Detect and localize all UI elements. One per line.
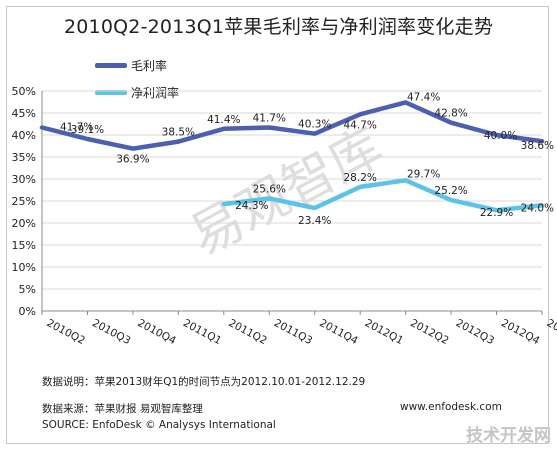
data-label: 36.9% xyxy=(116,154,149,166)
y-tick-label: 40% xyxy=(12,129,36,142)
data-source-cn: 数据来源：苹果财报 易观智库整理 xyxy=(42,403,203,415)
data-label: 40.3% xyxy=(298,119,331,131)
data-label: 22.9% xyxy=(480,207,513,219)
data-label: 41.7% xyxy=(60,122,93,134)
x-tick-label: 2011Q3 xyxy=(272,317,314,347)
website-link[interactable]: www.enfodesk.com xyxy=(400,401,502,413)
legend-label-gross-margin: 毛利率 xyxy=(131,59,168,73)
legend-swatch-gross-margin xyxy=(95,63,127,68)
chart-title: 2010Q2-2013Q1苹果毛利率与净利润率变化走势 xyxy=(63,16,494,38)
legend-swatch-net-margin xyxy=(95,90,127,95)
y-tick-label: 5% xyxy=(19,283,36,296)
data-label: 39.1% xyxy=(71,124,104,136)
legend-label-net-margin: 净利润率 xyxy=(131,86,180,100)
data-label: 47.4% xyxy=(407,91,440,103)
data-label: 25.2% xyxy=(434,185,467,197)
data-label: 41.4% xyxy=(207,114,240,126)
data-label: 28.2% xyxy=(344,172,377,184)
y-tick-label: 35% xyxy=(12,151,36,164)
x-tick-label: 2011Q1 xyxy=(181,317,223,347)
data-label: 38.5% xyxy=(162,127,195,139)
data-label: 38.6% xyxy=(521,140,554,152)
y-tick-label: 25% xyxy=(12,195,36,208)
y-tick-label: 20% xyxy=(12,217,36,230)
y-tick-label: 10% xyxy=(12,261,36,274)
x-tick-label: 2010Q2 xyxy=(45,317,87,347)
y-tick-label: 15% xyxy=(12,239,36,252)
data-label: 24.3% xyxy=(235,200,268,212)
data-label: 41.7% xyxy=(253,113,286,125)
x-tick-label: 2010Q4 xyxy=(136,317,179,347)
y-tick-label: 30% xyxy=(12,173,36,186)
data-explanation-note: 数据说明：苹果2013财年Q1的时间节点为2012.10.01-2012.12.… xyxy=(42,376,366,388)
data-label: 25.6% xyxy=(253,183,286,195)
x-tick-label: 2013Q1 xyxy=(545,317,557,347)
y-tick-label: 50% xyxy=(12,85,36,98)
y-tick-label: 45% xyxy=(12,107,36,120)
x-tick-label: 2012Q3 xyxy=(454,317,496,347)
x-tick-label: 2012Q4 xyxy=(499,317,542,347)
data-label: 44.7% xyxy=(344,119,377,131)
x-tick-label: 2011Q2 xyxy=(226,317,268,347)
series-line-gross-margin xyxy=(39,100,545,151)
series-line-net-margin xyxy=(221,178,545,213)
x-tick-label: 2012Q2 xyxy=(408,317,450,347)
x-tick-label: 2012Q1 xyxy=(363,317,405,347)
data-label: 23.4% xyxy=(298,215,331,227)
data-label: 40.0% xyxy=(484,130,517,142)
data-label: 29.7% xyxy=(407,168,440,180)
chart-frame xyxy=(6,6,549,444)
data-label: 42.8% xyxy=(434,108,467,120)
x-tick-label: 2010Q3 xyxy=(90,317,132,347)
x-tick-label: 2011Q4 xyxy=(317,317,360,347)
y-tick-label: 0% xyxy=(19,305,36,318)
data-source-en: SOURCE: EnfoDesk © Analysys Internationa… xyxy=(42,419,276,431)
data-label: 24.0% xyxy=(521,202,554,214)
corner-watermark: 技术开发网 xyxy=(466,426,551,446)
